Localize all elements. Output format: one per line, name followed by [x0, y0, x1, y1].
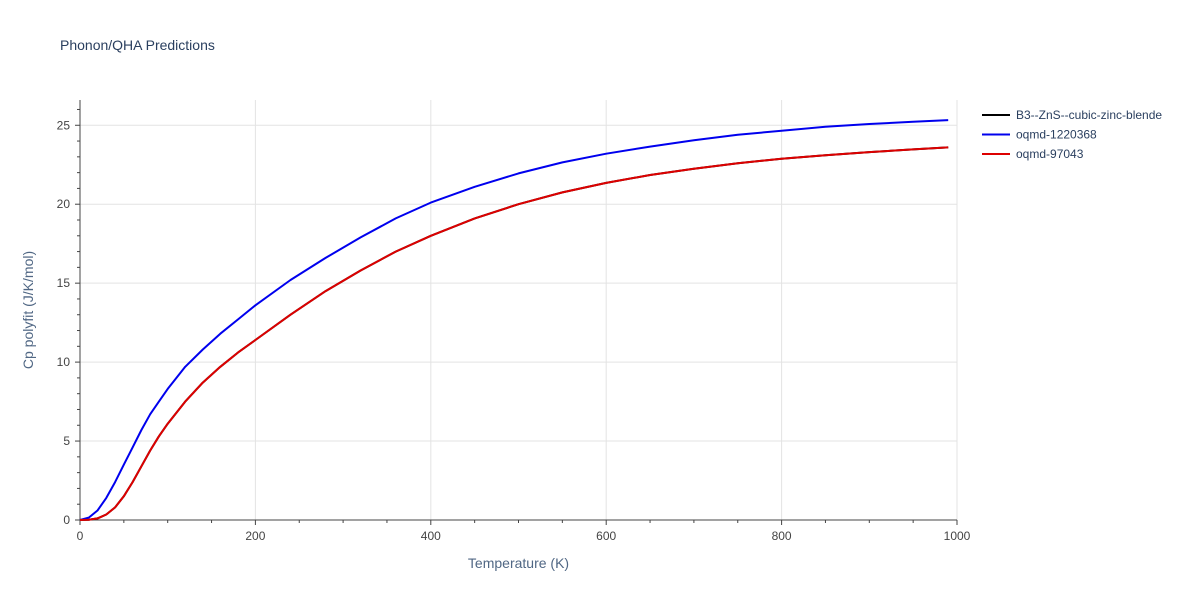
x-axis-title: Temperature (K)	[468, 555, 569, 571]
legend-item-label: B3--ZnS--cubic-zinc-blende	[1016, 108, 1162, 122]
series-line-0	[79, 146, 949, 521]
x-tick-label: 1000	[944, 529, 971, 543]
x-tick-label: 800	[772, 529, 792, 543]
x-tick-label: 0	[77, 529, 84, 543]
plot-series	[79, 119, 949, 521]
legend: B3--ZnS--cubic-zinc-blende oqmd-1220368 oq…	[982, 108, 1162, 161]
y-tick-label: 5	[63, 434, 70, 448]
y-axis-title: Cp polyfit (J/K/mol)	[20, 251, 36, 369]
x-tick-label: 600	[596, 529, 616, 543]
legend-item-label: oqmd-1220368	[1016, 128, 1097, 142]
series-line-1	[79, 119, 949, 521]
x-tick-label: 200	[245, 529, 265, 543]
x-tick-labels: 0 200 400 600 800 1000	[77, 529, 971, 543]
y-tick-label: 10	[57, 355, 71, 369]
legend-item-label: oqmd-97043	[1016, 147, 1084, 161]
y-tick-label: 15	[57, 276, 71, 290]
y-tick-label: 0	[63, 513, 70, 527]
series-line-2	[79, 146, 949, 521]
chart-title: Phonon/QHA Predictions	[60, 37, 215, 53]
x-tick-label: 400	[421, 529, 441, 543]
y-tick-label: 25	[57, 118, 71, 132]
y-tick-label: 20	[57, 197, 71, 211]
axis-lines	[75, 100, 958, 525]
grid-lines	[80, 100, 958, 520]
y-tick-labels: 0 5 10 15 20 25	[57, 118, 71, 527]
